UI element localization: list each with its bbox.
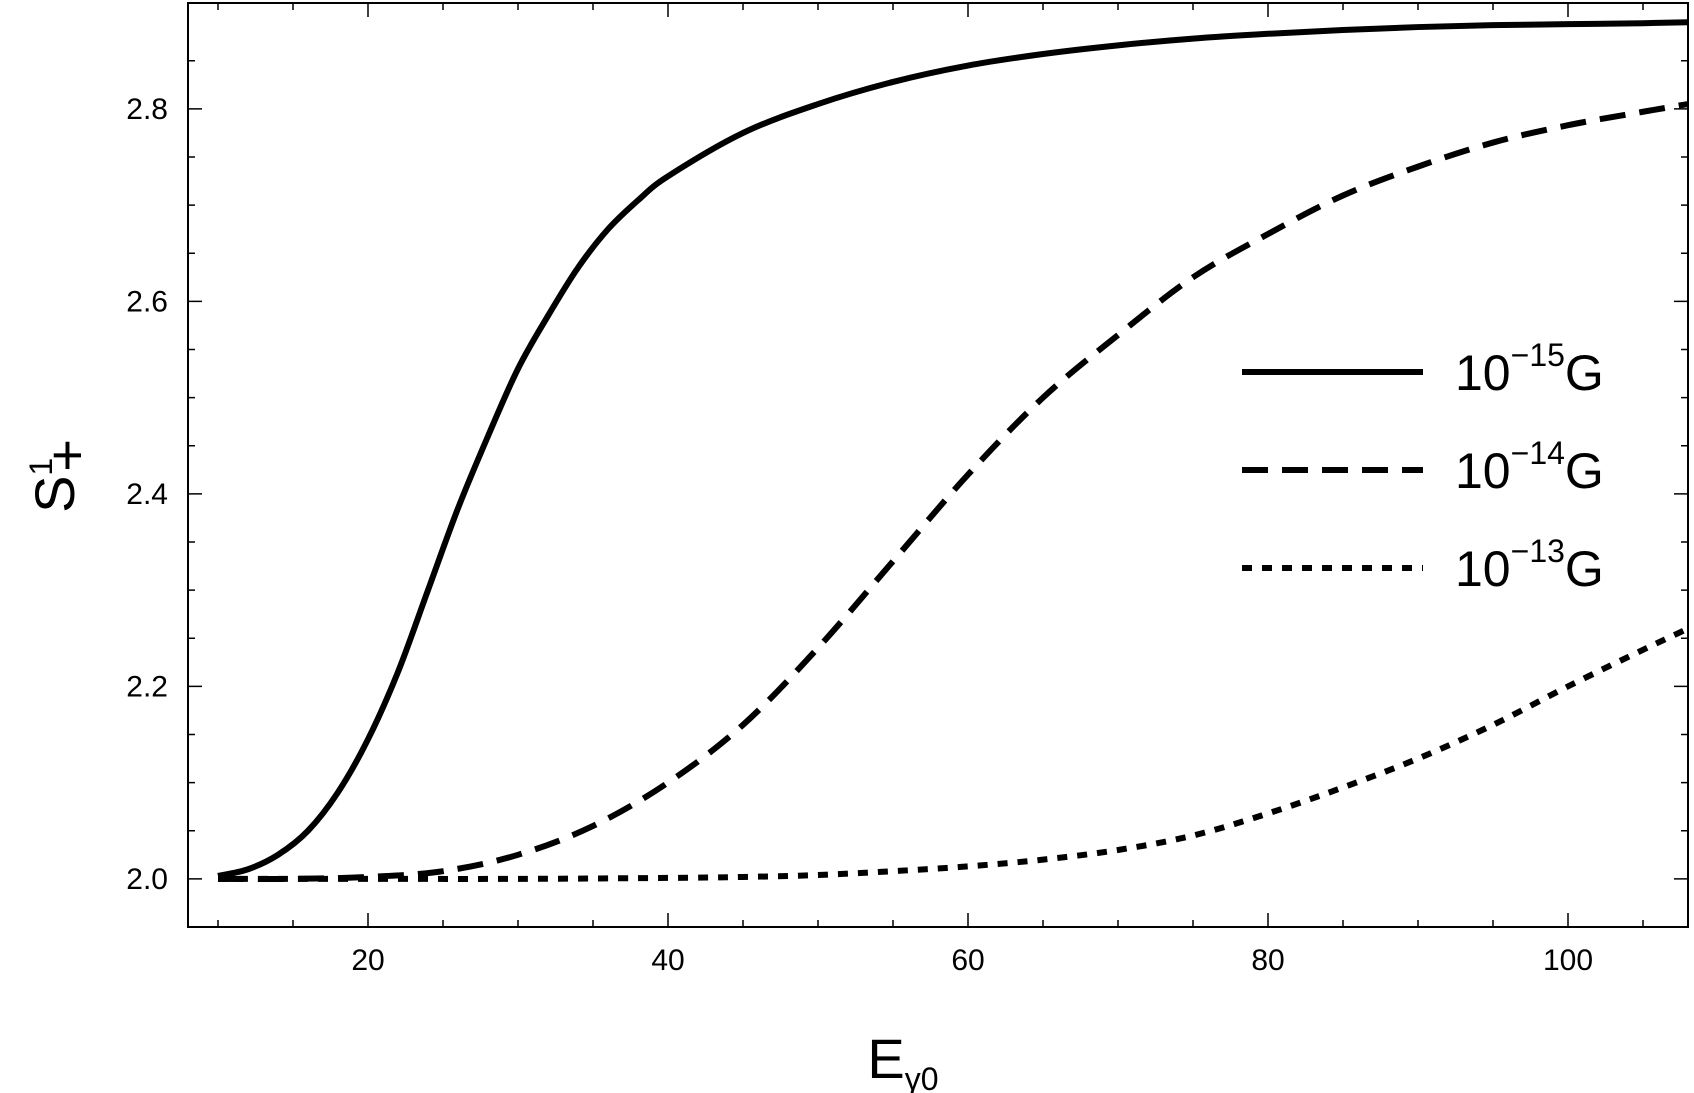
legend-label-exp: −15 bbox=[1511, 337, 1565, 373]
plot-frame bbox=[187, 2, 1689, 928]
tick-labels: 20 40 60 80 100 2.0 2.2 2.4 2.6 2.8 bbox=[126, 93, 1593, 977]
x-tick-label: 20 bbox=[351, 944, 384, 977]
legend-label-base: 10 bbox=[1455, 541, 1511, 597]
legend-label-unit: G bbox=[1565, 541, 1604, 597]
svg-text:S1+: S1+ bbox=[23, 439, 98, 513]
x-tick-label: 80 bbox=[1251, 944, 1284, 977]
tick-marks bbox=[188, 3, 1688, 928]
y-tick-label: 2.4 bbox=[126, 478, 168, 511]
y-tick-label: 2.8 bbox=[126, 93, 168, 126]
x-tick-label: 60 bbox=[951, 944, 984, 977]
legend-label-1: 10−15G bbox=[1455, 337, 1604, 401]
series-layer bbox=[217, 19, 1690, 883]
y-axis-label: S1+ bbox=[23, 439, 98, 513]
legend-label-unit: G bbox=[1565, 345, 1604, 401]
legend-label-base: 10 bbox=[1455, 345, 1511, 401]
y-axis-label-sup: 1 bbox=[23, 458, 59, 476]
series-line-3 bbox=[218, 625, 1690, 882]
y-tick-label: 2.2 bbox=[126, 670, 168, 703]
y-tick-label: 2.0 bbox=[126, 863, 168, 896]
legend-label-exp: −14 bbox=[1511, 435, 1565, 471]
x-tick-label: 100 bbox=[1543, 944, 1593, 977]
x-axis-label-sub: γ0 bbox=[905, 1061, 939, 1093]
legend-label-exp: −13 bbox=[1511, 533, 1565, 569]
x-tick-label: 40 bbox=[651, 944, 684, 977]
x-axis-label: Eγ0 bbox=[867, 1027, 938, 1093]
series-line-2 bbox=[217, 101, 1689, 883]
legend-label-base: 10 bbox=[1455, 443, 1511, 499]
y-axis-label-main: S bbox=[23, 476, 86, 513]
legend-label-2: 10−14G bbox=[1455, 435, 1604, 499]
y-tick-label: 2.6 bbox=[126, 285, 168, 318]
legend-label-3: 10−13G bbox=[1455, 533, 1604, 597]
y-axis-label-sub: + bbox=[35, 439, 98, 472]
series-line-1 bbox=[217, 19, 1689, 879]
legend-label-unit: G bbox=[1565, 443, 1604, 499]
x-axis-label-main: E bbox=[867, 1027, 904, 1090]
